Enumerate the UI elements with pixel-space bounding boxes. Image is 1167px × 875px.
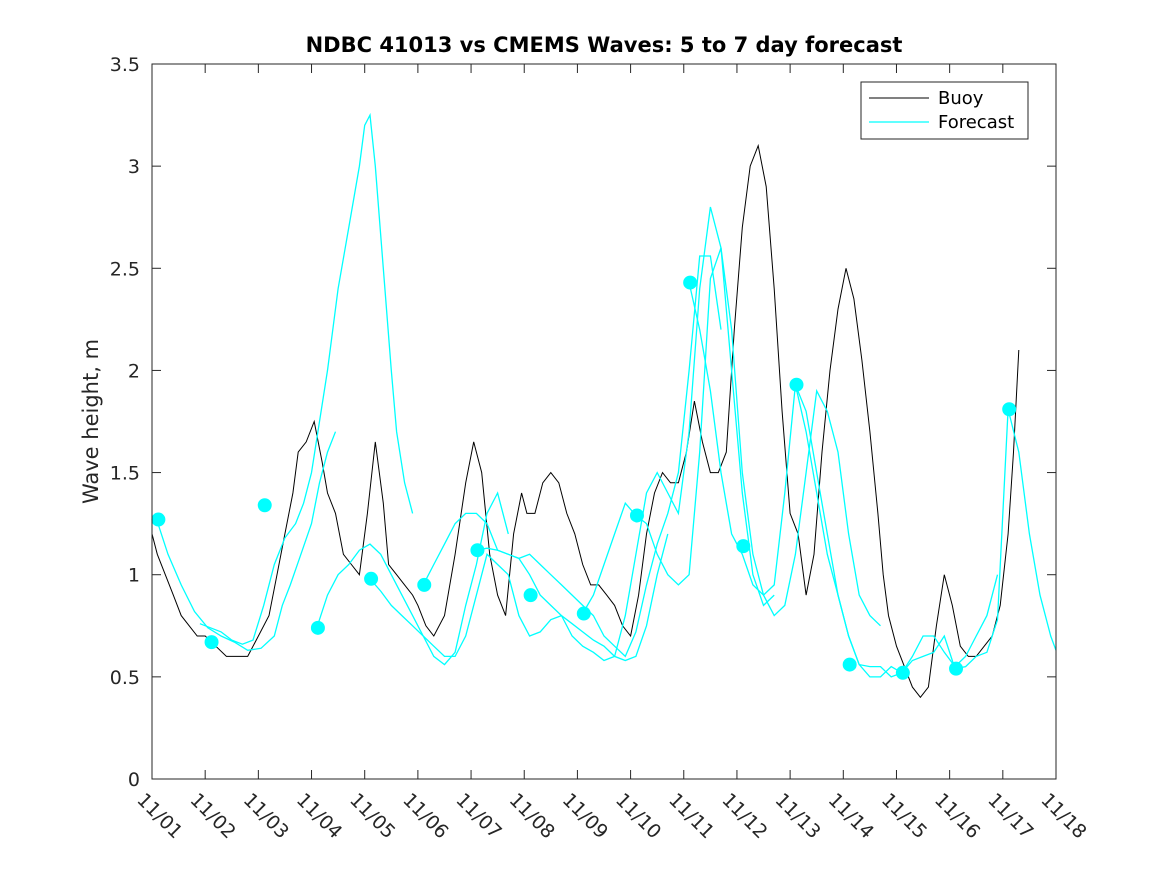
forecast-marker	[576, 606, 591, 621]
forecast-markers	[151, 275, 1017, 680]
plot-frame	[151, 63, 1057, 780]
forecast-line	[369, 533, 669, 662]
legend: Buoy Forecast	[860, 81, 1029, 140]
forecast-marker	[523, 588, 538, 603]
y-tick-label: 1	[128, 565, 140, 587]
forecast-marker	[204, 635, 219, 650]
buoy-line	[151, 143, 1020, 699]
legend-box	[860, 81, 1029, 140]
buoy-series	[151, 143, 1020, 699]
forecast-marker	[470, 543, 485, 558]
forecast-marker	[683, 275, 698, 290]
forecast-line	[316, 491, 509, 666]
forecast-marker	[417, 577, 432, 592]
forecast-line	[476, 206, 775, 662]
forecast-line	[794, 384, 1057, 678]
forecast-marker	[789, 377, 804, 392]
forecast-marker	[949, 661, 964, 676]
y-axis: 0 0.5 1 1.5 2 2.5 3 3.5	[110, 54, 1056, 791]
y-tick-label: 0	[128, 769, 140, 791]
forecast-marker	[310, 620, 325, 635]
forecast-marker	[257, 498, 272, 513]
y-axis-label: Wave height, m	[79, 339, 103, 504]
forecast-marker	[736, 539, 751, 554]
y-tick-label: 3.5	[110, 54, 140, 76]
y-tick-label: 0.5	[110, 667, 140, 689]
legend-label-forecast: Forecast	[938, 112, 1014, 133]
forecast-marker	[895, 665, 910, 680]
plot-area	[152, 64, 1056, 779]
forecast-marker	[842, 657, 857, 672]
forecast-line	[156, 431, 337, 651]
legend-label-buoy: Buoy	[938, 88, 984, 109]
forecast-marker	[364, 571, 379, 586]
forecast-marker	[151, 512, 166, 527]
y-tick-label: 2.5	[110, 258, 140, 280]
y-tick-label: 2	[128, 360, 140, 382]
y-tick-label: 3	[128, 156, 140, 178]
chart-title: NDBC 41013 vs CMEMS Waves: 5 to 7 day fo…	[306, 33, 903, 57]
y-tick-label: 1.5	[110, 463, 140, 485]
forecast-marker	[629, 508, 644, 523]
forecast-line	[199, 112, 414, 645]
forecast-marker	[1002, 402, 1017, 417]
